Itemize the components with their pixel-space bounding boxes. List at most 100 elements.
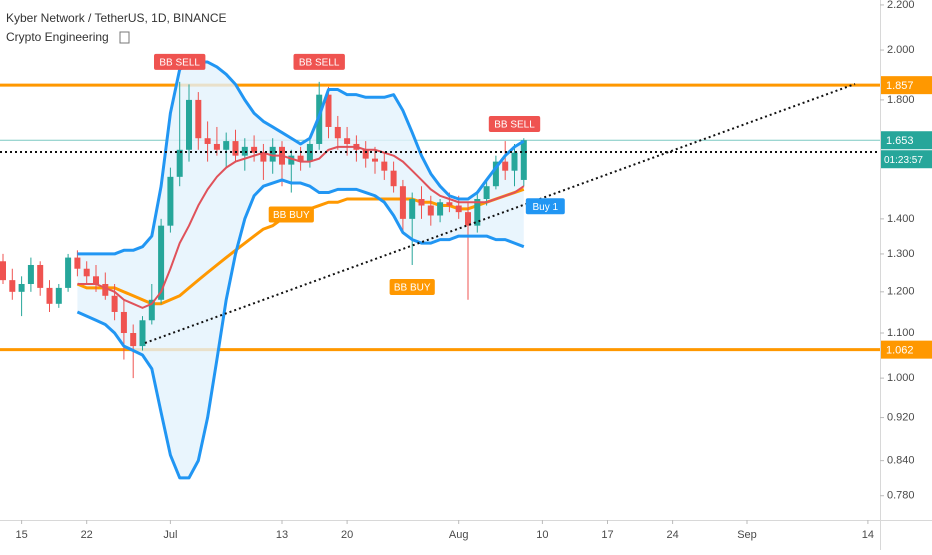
level-tag: 1.062	[886, 345, 914, 357]
candle-body	[102, 283, 109, 296]
candle-body	[372, 158, 378, 162]
y-tick-label: 2.000	[887, 44, 915, 56]
candle-body	[27, 264, 34, 284]
candle-body	[232, 141, 239, 156]
level-tag-box	[881, 340, 932, 359]
countdown-box	[881, 150, 932, 169]
last-price-tag-box	[881, 131, 932, 150]
y-tick-label: 1.300	[887, 248, 915, 260]
signal-label-box	[293, 53, 345, 70]
candle-body	[46, 287, 53, 304]
candle-body	[502, 161, 509, 171]
signal-label: Buy 1	[533, 202, 559, 213]
plot-area	[0, 60, 880, 480]
candle-body	[306, 143, 313, 162]
chart-title: Kyber Network / TetherUS, 1D, BINANCE	[6, 11, 227, 25]
candle-body	[213, 143, 220, 150]
level-tag-box	[881, 76, 932, 95]
countdown: 01:23:57	[884, 155, 923, 166]
candle-body	[130, 333, 137, 347]
y-tick-label: 1.100	[887, 327, 915, 339]
x-tick-label: 24	[666, 529, 678, 541]
signal-label-box	[154, 53, 206, 70]
candle-body	[158, 225, 165, 300]
candle-body	[465, 212, 471, 226]
candle-body	[446, 202, 453, 206]
y-tick-label: 1.200	[887, 286, 915, 298]
x-tick-label: 13	[276, 529, 288, 541]
indicator-icon	[119, 31, 130, 44]
y-tick-label: 1.400	[887, 213, 915, 225]
candle-body	[325, 94, 332, 127]
candle-body	[437, 202, 444, 216]
candle-body	[409, 198, 416, 219]
y-tick-label: 0.780	[887, 490, 915, 502]
x-tick-label: Jul	[163, 529, 177, 541]
x-tick-label: 22	[81, 529, 93, 541]
candle-body	[65, 257, 72, 288]
candle-body	[93, 276, 99, 284]
candle-body	[223, 141, 230, 150]
signal-label: BB BUY	[394, 283, 431, 294]
band-lower	[76, 178, 525, 480]
candle-body	[55, 287, 62, 304]
signal-label-box	[488, 115, 541, 132]
y-tick-label: 1.000	[887, 372, 915, 384]
signal-label: BB SELL	[494, 120, 535, 131]
candle-body	[474, 198, 481, 226]
candle-body	[390, 170, 397, 187]
candle-body	[167, 176, 174, 226]
candle-body	[427, 205, 434, 216]
candle-body	[492, 161, 499, 187]
last-price-tag: 1.653	[886, 135, 914, 147]
candle-body	[269, 146, 276, 162]
candle-body	[520, 140, 527, 180]
signal-label-box	[389, 278, 435, 295]
y-tick-label: 1.800	[887, 94, 915, 106]
signal-label-box	[268, 206, 314, 223]
x-tick-label: Aug	[449, 529, 469, 541]
candle-body	[418, 198, 425, 206]
candle-body	[511, 152, 518, 171]
band-basis	[77, 145, 525, 309]
x-tick-label: 14	[862, 529, 874, 541]
candle-body	[297, 155, 304, 162]
candle-body	[120, 311, 127, 334]
trend-line	[144, 83, 856, 344]
candle-body	[37, 264, 44, 288]
candle-body	[362, 149, 369, 159]
y-tick-label: 0.840	[887, 455, 915, 467]
candle-body	[399, 186, 406, 219]
signal-label: BB SELL	[299, 57, 340, 68]
candle-body	[241, 146, 248, 156]
candle-body	[251, 146, 258, 153]
indicator-name: Crypto Engineering	[6, 30, 109, 44]
candle-body	[186, 99, 192, 150]
y-tick-label: 0.920	[887, 411, 915, 423]
x-tick-label: Sep	[737, 529, 757, 541]
candle-body	[139, 320, 146, 347]
candle-body	[288, 155, 295, 165]
candle-body	[455, 205, 462, 213]
x-tick-label: 17	[601, 529, 613, 541]
y-tick-label: 2.200	[887, 0, 915, 11]
band-fill	[77, 62, 524, 478]
candle-body	[74, 257, 81, 269]
band-upper	[77, 60, 525, 256]
candle-body	[334, 126, 341, 139]
signal-label: BB BUY	[273, 210, 310, 221]
candle-body	[204, 138, 211, 144]
candle-body	[9, 280, 16, 292]
candle-body	[344, 138, 351, 144]
x-tick-label: 10	[536, 529, 548, 541]
candle-body	[148, 299, 155, 321]
candle-body	[381, 161, 388, 171]
x-tick-label: 15	[15, 529, 27, 541]
candle-body	[83, 268, 90, 277]
candle-body	[260, 152, 267, 162]
signal-label: BB SELL	[159, 57, 200, 68]
candle-body	[483, 186, 490, 199]
candle-body	[0, 261, 6, 281]
